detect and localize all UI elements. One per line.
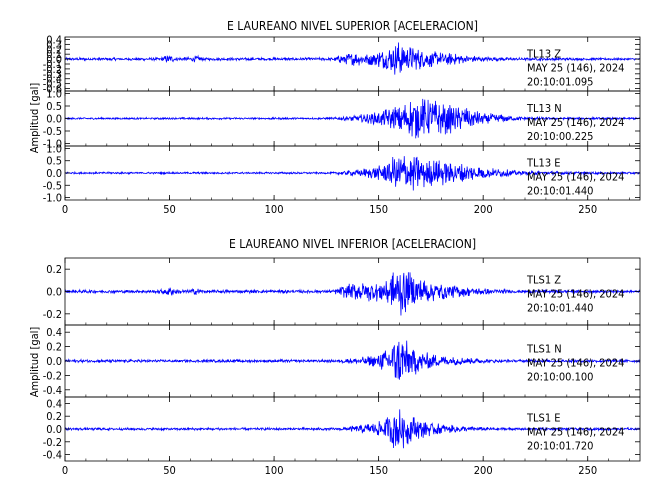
x-tick-label: 100 (265, 203, 284, 216)
x-tick-label: 50 (163, 464, 176, 477)
record-date: MAY 25 (146), 2024 (527, 62, 624, 75)
y-tick-label: 0.2 (46, 410, 62, 423)
y-tick-label: 0.2 (46, 263, 62, 276)
y-tick-label: -0.5 (43, 179, 62, 192)
record-time: 20:10:00.225 (527, 130, 593, 143)
y-tick-label: -0.2 (43, 63, 62, 76)
y-tick-label: 0.5 (46, 155, 62, 168)
y-tick-label: 1.0 (46, 142, 62, 155)
x-tick-label: 250 (578, 464, 597, 477)
y-tick-label: 0.2 (46, 43, 62, 56)
y-tick-label: 0.0 (46, 113, 62, 126)
x-tick-label: 0 (62, 203, 68, 216)
y-tick-label: -0.5 (43, 125, 62, 138)
y-tick-label: 0.4 (46, 326, 62, 339)
record-date: MAY 25 (146), 2024 (527, 171, 624, 184)
seismic-trace (64, 98, 641, 139)
seismic-trace (64, 272, 641, 316)
record-time: 20:10:01.720 (527, 439, 593, 452)
chart-title: E LAUREANO NIVEL SUPERIOR [ACELERACION] (227, 19, 478, 33)
y-tick-label: -0.3 (43, 68, 62, 81)
y-tick-label: 0.4 (46, 397, 62, 410)
y-tick-label: -1.0 (43, 192, 62, 205)
y-tick-label: 0.5 (46, 100, 62, 113)
y-tick-label: 0.1 (46, 48, 62, 61)
station-component-label: TL13 E (526, 157, 561, 170)
x-tick-label: 200 (474, 464, 493, 477)
seismic-trace (64, 42, 641, 75)
x-tick-label: 50 (163, 203, 176, 216)
y-tick-label: 0.0 (46, 53, 62, 66)
x-tick-label: 0 (62, 464, 68, 477)
chart-group-1: E LAUREANO NIVEL SUPERIOR [ACELERACION] A… (28, 19, 641, 216)
y-tick-label: 0.4 (46, 33, 62, 46)
x-tick-label: 100 (265, 464, 284, 477)
y-tick-label: -0.6 (43, 83, 62, 96)
y-tick-label: -0.2 (43, 436, 62, 449)
chart-title: E LAUREANO NIVEL INFERIOR [ACELERACION] (229, 237, 476, 251)
y-tick-label: 0.0 (46, 167, 62, 180)
record-date: MAY 25 (146), 2024 (527, 116, 624, 129)
station-component-label: TL13 Z (526, 48, 561, 61)
y-tick-label: -0.2 (43, 308, 62, 321)
y-tick-label: 0.0 (46, 355, 62, 368)
seismic-trace (65, 156, 641, 191)
y-tick-label: -0.1 (43, 58, 62, 71)
y-tick-label: 0.3 (46, 38, 62, 51)
x-tick-label: 150 (369, 464, 388, 477)
seismic-trace (64, 340, 641, 380)
y-tick-label: -0.4 (43, 384, 62, 397)
y-tick-label: -0.2 (43, 369, 62, 382)
y-tick-label: 0.0 (46, 286, 62, 299)
y-tick-label: 1.0 (46, 88, 62, 101)
y-tick-label: 0.2 (46, 341, 62, 354)
y-axis-label: Amplitud [gal] (28, 83, 41, 154)
record-time: 20:10:01.440 (527, 301, 593, 314)
x-tick-label: 250 (578, 203, 597, 216)
panel-tl13-z: 0.40.30.20.10.0-0.1-0.2-0.3-0.4-0.5-0.6 T… (43, 33, 641, 96)
seismic-trace (64, 409, 641, 449)
chart-group-2: E LAUREANO NIVEL INFERIOR [ACELERACION] A… (28, 237, 641, 477)
record-time: 20:10:01.095 (527, 76, 593, 89)
y-tick-label: -1.0 (43, 138, 62, 151)
station-component-label: TLS1 Z (526, 273, 561, 286)
x-tick-label: 200 (474, 203, 493, 216)
record-time: 20:10:01.440 (527, 185, 593, 198)
y-tick-label: 0.0 (46, 423, 62, 436)
y-tick-label: -0.5 (43, 78, 62, 91)
record-time: 20:10:00.100 (527, 370, 593, 383)
station-component-label: TLS1 E (526, 411, 561, 424)
station-component-label: TL13 N (526, 102, 562, 115)
record-date: MAY 25 (146), 2024 (527, 356, 624, 369)
x-tick-label: 150 (369, 203, 388, 216)
y-tick-label: -0.4 (43, 449, 62, 462)
y-tick-label: -0.4 (43, 73, 62, 86)
record-date: MAY 25 (146), 2024 (527, 425, 624, 438)
record-date: MAY 25 (146), 2024 (527, 287, 624, 300)
station-component-label: TLS1 N (526, 342, 562, 355)
y-axis-label: Amplitud [gal] (28, 327, 41, 398)
